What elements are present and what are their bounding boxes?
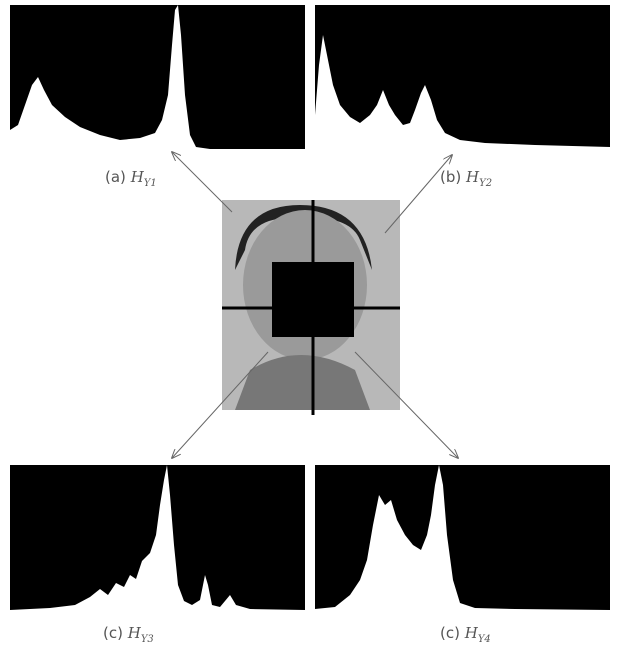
caption-d: (c) HY4 (440, 624, 491, 645)
face-image (222, 200, 400, 415)
histogram-a (10, 5, 305, 150)
caption-text: (c) (440, 624, 460, 642)
caption-text: (c) (103, 624, 123, 642)
caption-text: (b) (440, 168, 462, 186)
caption-text: (a) (105, 168, 126, 186)
caption-text: Y3 (140, 634, 154, 645)
caption-text: H (130, 168, 144, 186)
caption-text: Y1 (143, 178, 157, 189)
caption-b: (b) HY2 (440, 168, 492, 189)
histogram-c (10, 465, 305, 612)
caption-c: (c) HY3 (103, 624, 154, 645)
histogram-b (315, 5, 610, 150)
caption-text: Y2 (479, 178, 493, 189)
caption-a: (a) HY1 (105, 168, 157, 189)
histogram-d (315, 465, 610, 612)
caption-text: H (127, 624, 141, 642)
caption-text: Y4 (477, 634, 491, 645)
arrows (172, 152, 458, 458)
caption-text: H (464, 624, 478, 642)
caption-text: H (466, 168, 480, 186)
